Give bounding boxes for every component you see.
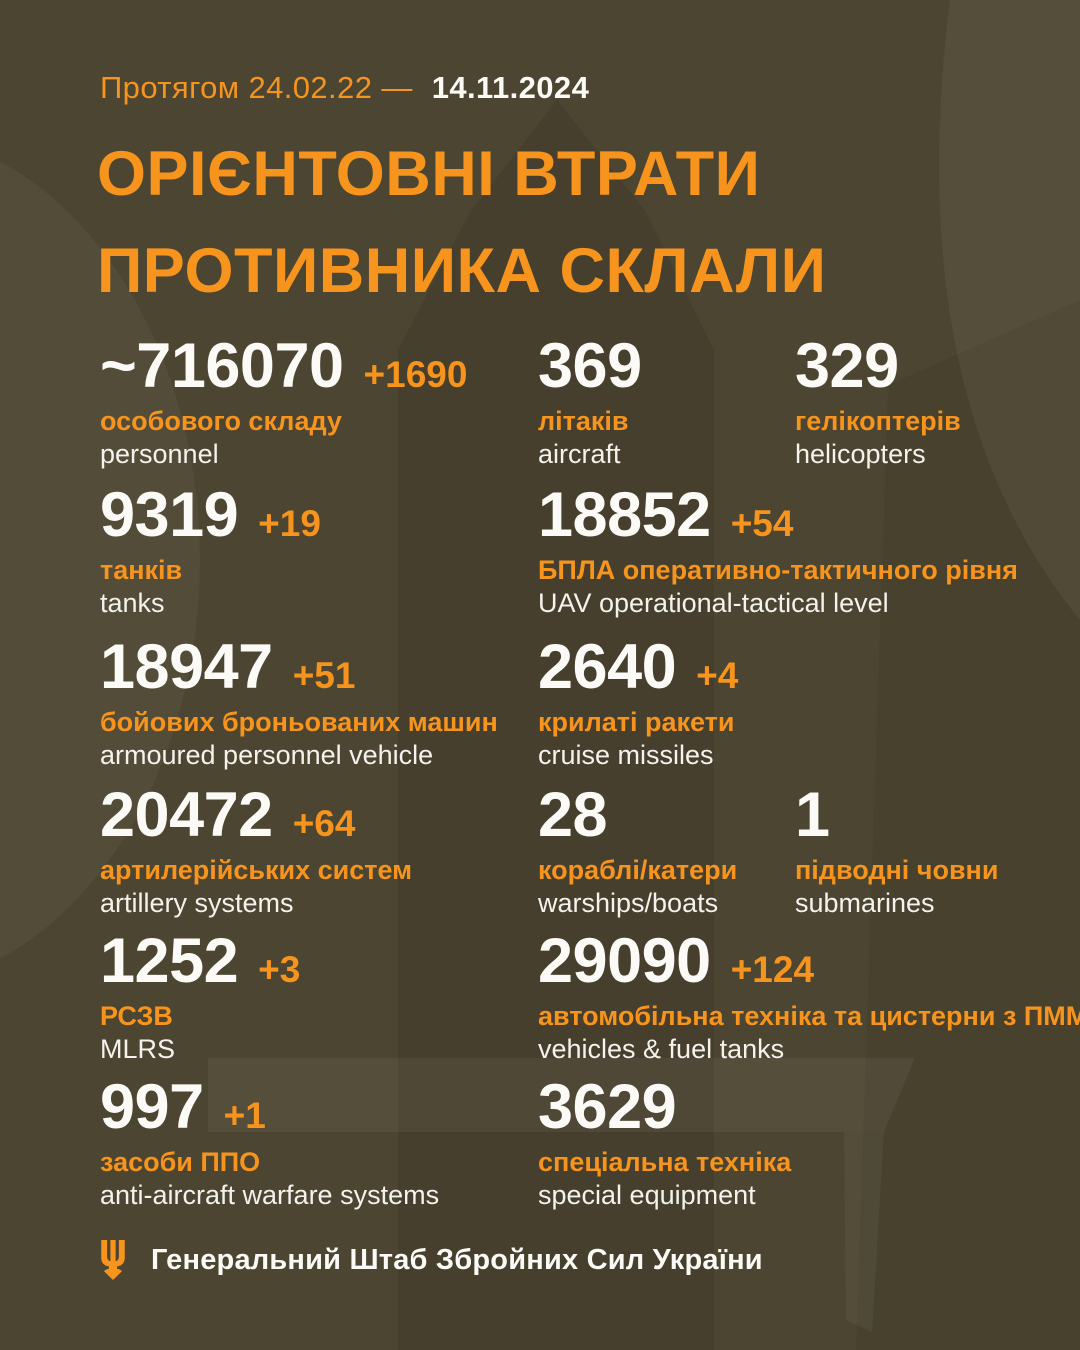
stat-label-ua: крилаті ракети <box>538 707 735 737</box>
report-date: 14.11.2024 <box>431 70 590 105</box>
stat-label-ua: підводні човни <box>795 855 999 885</box>
stat-value: 18947 <box>100 632 273 702</box>
stat-warships: 28 кораблі/катери warships/boats <box>538 782 737 919</box>
stat-value: 9319 <box>100 480 239 550</box>
footer-org-name: Генеральний Штаб Збройних Сил України <box>151 1243 763 1276</box>
stat-delta: +1690 <box>363 354 468 395</box>
stat-label-en: UAV operational-tactical level <box>538 588 889 618</box>
stat-cruise-missiles: 2640 +4 крилаті ракети cruise missiles <box>538 634 738 771</box>
stat-label-en: submarines <box>795 888 935 918</box>
stat-delta: +19 <box>258 503 321 544</box>
stat-label-ua: засоби ППО <box>100 1147 261 1177</box>
stat-personnel: ~716070 +1690 особового складу personnel <box>100 333 467 470</box>
stat-delta: +124 <box>730 949 815 990</box>
stat-label-en: warships/boats <box>538 888 719 918</box>
stat-label-ua: гелікоптерів <box>795 406 961 436</box>
stat-label-ua: БПЛА оперативно-тактичного рівня <box>538 555 1018 585</box>
stat-label-en: special equipment <box>538 1180 756 1210</box>
stat-label-ua: літаків <box>538 406 629 436</box>
stat-value: 20472 <box>100 780 273 850</box>
stat-value: 369 <box>538 331 642 401</box>
stat-uav: 18852 +54 БПЛА оперативно-тактичного рівн… <box>538 482 1018 619</box>
stat-value: 18852 <box>538 480 711 550</box>
stat-value: 29090 <box>538 926 711 996</box>
title-line-2: ПРОТИВНИКА СКЛАЛИ <box>97 236 827 306</box>
stat-label-en: personnel <box>100 439 219 469</box>
stat-delta: +3 <box>258 949 301 990</box>
stat-label-en: vehicles & fuel tanks <box>538 1034 785 1064</box>
stat-delta: +51 <box>292 655 356 696</box>
stat-value: 997 <box>100 1072 204 1142</box>
stat-aircraft: 369 літаків aircraft <box>538 333 642 470</box>
stat-label-en: tanks <box>100 588 165 618</box>
title-line-1: ОРІЄНТОВНІ ВТРАТИ <box>97 139 761 209</box>
stat-helicopters: 329 гелікоптерів helicopters <box>795 333 961 470</box>
stat-label-en: MLRS <box>100 1034 176 1064</box>
stat-delta: +64 <box>292 803 356 844</box>
stat-vehicles-fuel-tanks: 29090 +124 автомобільна техніка та цистер… <box>538 928 1080 1065</box>
stat-label-ua: танків <box>100 555 183 585</box>
stat-value: 1252 <box>100 926 239 996</box>
stat-label-en: cruise missiles <box>538 740 714 770</box>
stat-tanks: 9319 +19 танків tanks <box>100 482 321 619</box>
stat-label-en: anti-aircraft warfare systems <box>100 1180 440 1210</box>
period-prefix: Протягом 24.02.22 — <box>100 70 413 105</box>
stat-artillery: 20472 +64 артилерійських систем artillery… <box>100 782 412 919</box>
stat-value: 28 <box>538 780 608 850</box>
stat-delta: +54 <box>730 503 794 544</box>
stat-label-en: armoured personnel vehicle <box>100 740 434 770</box>
stat-label-ua: спеціальна техніка <box>538 1147 792 1177</box>
stat-value: 3629 <box>538 1072 677 1142</box>
stat-label-ua: автомобільна техніка та цистерни з ПММ <box>538 1001 1080 1031</box>
stat-submarines: 1 підводні човни submarines <box>795 782 998 919</box>
stat-label-ua: кораблі/катери <box>538 855 738 885</box>
stat-anti-aircraft: 997 +1 засоби ППО anti-aircraft warfare s… <box>100 1074 439 1211</box>
stat-delta: +4 <box>696 655 739 696</box>
stat-value: 329 <box>795 331 899 401</box>
tryzub-trident-icon <box>101 1240 125 1280</box>
stat-value: 1 <box>795 780 830 850</box>
stat-label-en: artillery systems <box>100 888 294 918</box>
stat-special-equipment: 3629 спеціальна техніка special equipmen… <box>538 1074 791 1211</box>
stat-label-ua: РСЗВ <box>100 1001 173 1031</box>
report-period: Протягом 24.02.22 — 14.11.2024 <box>100 70 589 106</box>
stat-label-ua: бойових броньованих машин <box>100 707 498 737</box>
stat-mlrs: 1252 +3 РСЗВ MLRS <box>100 928 300 1065</box>
stat-label-en: helicopters <box>795 439 926 469</box>
stat-label-en: aircraft <box>538 439 621 469</box>
stat-value: 2640 <box>538 632 677 702</box>
stat-value: ~716070 <box>100 331 344 401</box>
stat-label-ua: артилерійських систем <box>100 855 413 885</box>
stat-delta: +1 <box>223 1095 266 1136</box>
footer: Генеральний Штаб Збройних Сил України <box>100 1240 763 1280</box>
stat-label-ua: особового складу <box>100 406 342 436</box>
stat-armoured-vehicles: 18947 +51 бойових броньованих машин armou… <box>100 634 498 771</box>
page-title: ОРІЄНТОВНІ ВТРАТИ ПРОТИВНИКА СКЛАЛИ <box>97 126 826 320</box>
